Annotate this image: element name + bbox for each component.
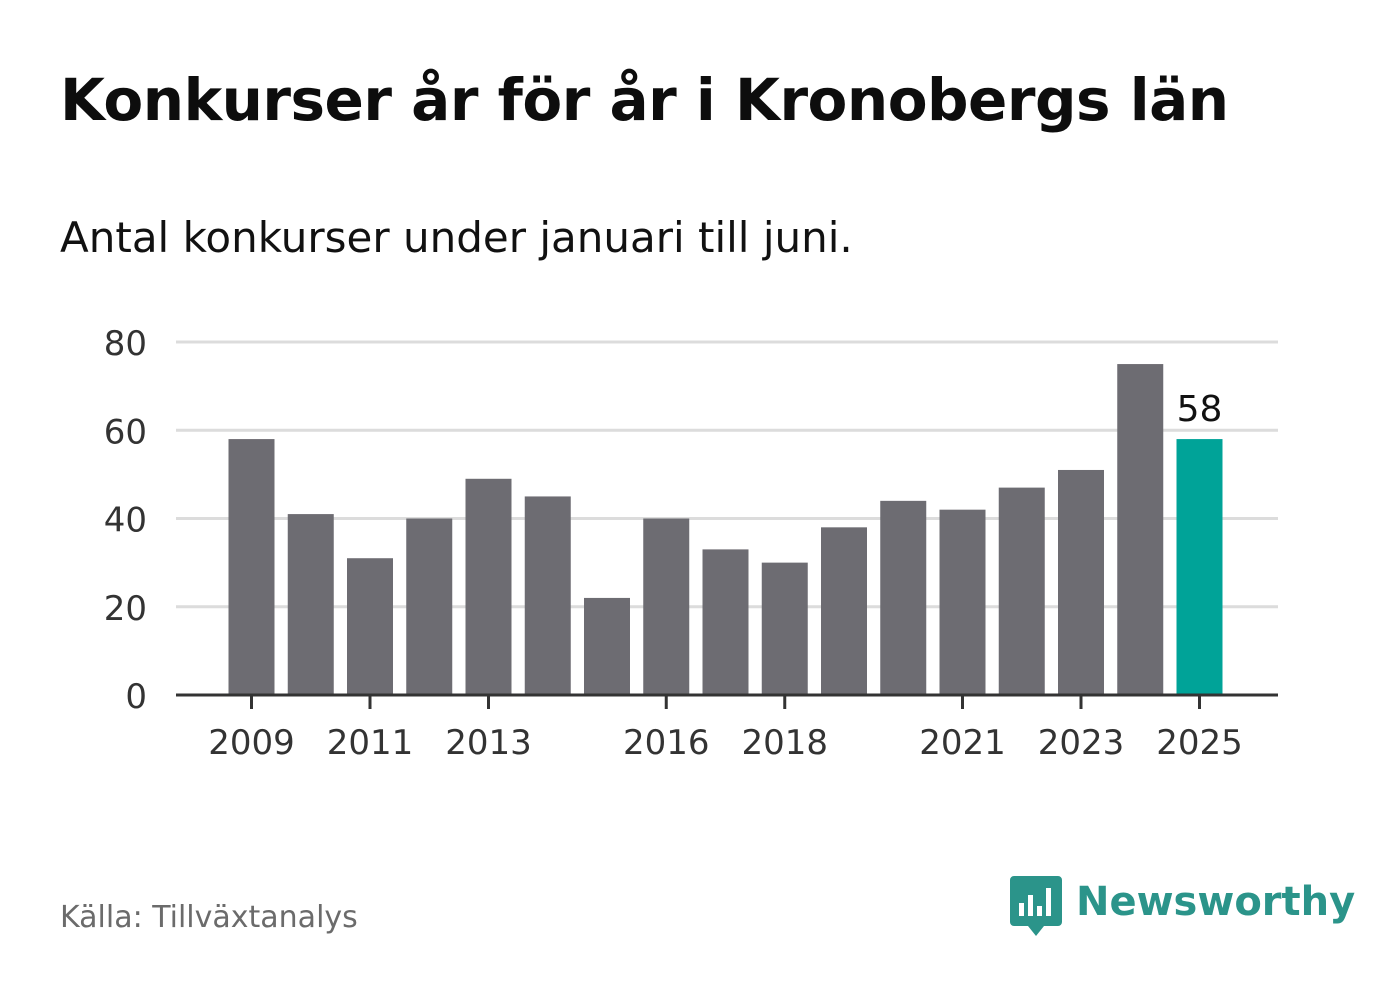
x-tick-label: 2013 bbox=[445, 723, 532, 763]
bar-2019 bbox=[821, 527, 867, 695]
bar-2015 bbox=[584, 597, 630, 695]
y-tick-label: 20 bbox=[104, 589, 147, 629]
x-tick-label: 2018 bbox=[741, 723, 828, 763]
brand: Newsworthy bbox=[1010, 876, 1355, 942]
bar-2025 bbox=[1176, 439, 1223, 695]
bar-2016 bbox=[643, 518, 690, 695]
brand-name: Newsworthy bbox=[1076, 879, 1356, 925]
x-tick-label: 2025 bbox=[1156, 723, 1243, 763]
bar-2022 bbox=[998, 487, 1045, 695]
x-tick-label: 2016 bbox=[623, 723, 710, 763]
y-tick-label: 60 bbox=[104, 412, 147, 452]
bar-2023 bbox=[1058, 469, 1104, 695]
bar-2011 bbox=[347, 558, 393, 695]
chart-title: Konkurser år för år i Kronobergs län bbox=[60, 66, 1229, 134]
y-axis-ticks: 0 20 40 60 80 bbox=[104, 324, 147, 717]
newsworthy-logo-icon bbox=[1010, 876, 1062, 936]
bar-2012 bbox=[406, 518, 453, 695]
y-tick-label: 40 bbox=[104, 501, 147, 541]
x-tick-label: 2009 bbox=[208, 723, 295, 763]
bar-2024 bbox=[1117, 364, 1164, 695]
bar-2020 bbox=[880, 500, 927, 695]
bars bbox=[228, 364, 1223, 695]
bar-2013 bbox=[465, 478, 512, 695]
bar-2021 bbox=[939, 509, 986, 695]
data-labels: 58 bbox=[1177, 389, 1223, 430]
data-label-2025: 58 bbox=[1177, 389, 1223, 430]
y-tick-label: 0 bbox=[125, 677, 147, 717]
source-note: Källa: Tillväxtanalys bbox=[60, 900, 358, 935]
bar-2010 bbox=[287, 514, 334, 695]
x-axis-ticks: 2009 2011 2013 2016 2018 2021 2023 2025 bbox=[208, 695, 1243, 763]
bar-2009 bbox=[228, 439, 275, 695]
x-tick-label: 2021 bbox=[919, 723, 1006, 763]
x-tick-label: 2011 bbox=[327, 723, 414, 763]
bar-2018 bbox=[761, 562, 808, 695]
chart-subtitle: Antal konkurser under januari till juni. bbox=[60, 213, 853, 262]
x-tick-label: 2023 bbox=[1038, 723, 1125, 763]
bar-2014 bbox=[524, 496, 571, 695]
y-tick-label: 80 bbox=[104, 324, 147, 364]
bar-2017 bbox=[702, 549, 749, 695]
